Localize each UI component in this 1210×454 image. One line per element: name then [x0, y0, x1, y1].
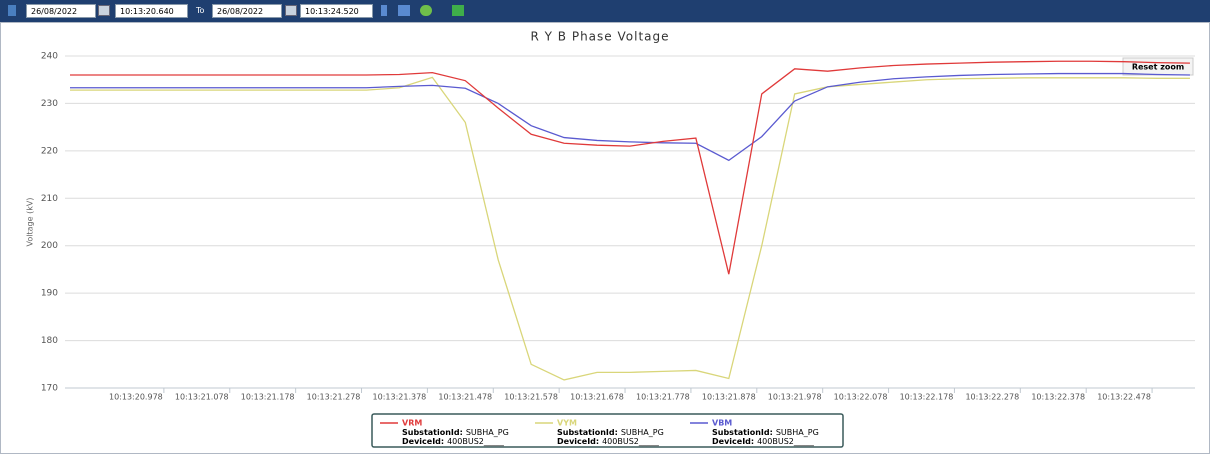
legend-detail: DeviceId: 400BUS2_____: [402, 437, 505, 446]
legend-detail-label: SubstationId:: [712, 428, 773, 437]
y-tick-label: 220: [41, 146, 58, 156]
x-tick-label: 10:13:21.778: [636, 393, 690, 402]
legend-detail: DeviceId: 400BUS2_____: [557, 437, 660, 446]
x-tick-label: 10:13:22.178: [900, 393, 954, 402]
y-tick-label: 210: [41, 194, 58, 204]
legend-detail-label: DeviceId:: [557, 437, 599, 446]
calendar-icon[interactable]: [285, 5, 297, 16]
legend-detail: SubstationId: SUBHA_PG: [557, 428, 664, 437]
y-tick-label: 230: [41, 99, 58, 109]
legend-detail-value: 400BUS2_____: [447, 437, 505, 446]
options-icon[interactable]: [420, 5, 432, 16]
series-line: [70, 72, 1190, 162]
series-line: [70, 76, 1190, 381]
to-time[interactable]: 10:13:24.520: [300, 4, 373, 18]
reset-zoom-label[interactable]: Reset zoom: [1132, 63, 1184, 72]
series-line: [70, 60, 1190, 275]
legend-detail: SubstationId: SUBHA_PG: [712, 428, 819, 437]
legend-detail-value: 400BUS2_____: [602, 437, 660, 446]
legend-detail: SubstationId: SUBHA_PG: [402, 428, 509, 437]
to-date[interactable]: 26/08/2022: [212, 4, 282, 18]
x-tick-label: 10:13:20.978: [109, 393, 163, 402]
from-time[interactable]: 10:13:20.640: [115, 4, 188, 18]
y-tick-label: 240: [41, 52, 58, 62]
to-label: To: [196, 6, 205, 15]
y-tick-label: 170: [41, 384, 58, 394]
menu-icon[interactable]: [8, 5, 16, 16]
legend-detail-value: SUBHA_PG: [621, 428, 664, 437]
go-icon[interactable]: [381, 5, 387, 16]
x-tick-label: 10:13:21.978: [768, 393, 822, 402]
legend-detail: DeviceId: 400BUS2_____: [712, 437, 815, 446]
x-tick-label: 10:13:21.178: [241, 393, 295, 402]
legend-detail-label: DeviceId:: [402, 437, 444, 446]
x-tick-label: 10:13:22.378: [1031, 393, 1085, 402]
x-tick-label: 10:13:21.878: [702, 393, 756, 402]
y-tick-label: 190: [41, 289, 58, 299]
legend-detail-label: SubstationId:: [557, 428, 618, 437]
legend-detail-value: SUBHA_PG: [776, 428, 819, 437]
legend-detail-label: SubstationId:: [402, 428, 463, 437]
y-tick-label: 180: [41, 336, 58, 346]
legend-detail-label: DeviceId:: [712, 437, 754, 446]
calendar-icon[interactable]: [98, 5, 110, 16]
x-tick-label: 10:13:21.578: [504, 393, 558, 402]
x-tick-label: 10:13:21.278: [307, 393, 361, 402]
x-tick-label: 10:13:21.678: [570, 393, 624, 402]
chart-title: R Y B Phase Voltage: [531, 30, 670, 44]
export-icon[interactable]: [452, 5, 464, 16]
legend-detail-value: 400BUS2_____: [757, 437, 815, 446]
refresh-icon[interactable]: [398, 5, 410, 16]
x-tick-label: 10:13:21.478: [438, 393, 492, 402]
legend-name: VYM: [557, 419, 577, 428]
y-axis-label: Voltage (kV): [26, 198, 35, 247]
x-tick-label: 10:13:22.278: [965, 393, 1019, 402]
x-tick-label: 10:13:22.478: [1097, 393, 1151, 402]
legend-name: VBM: [712, 419, 732, 428]
from-date[interactable]: 26/08/2022: [26, 4, 96, 18]
x-tick-label: 10:13:21.378: [373, 393, 427, 402]
x-tick-label: 10:13:21.078: [175, 393, 229, 402]
toolbar: 26/08/2022 10:13:20.640 To 26/08/2022 10…: [0, 0, 1210, 22]
legend-detail-value: SUBHA_PG: [466, 428, 509, 437]
y-tick-label: 200: [41, 241, 58, 251]
legend-box: [371, 413, 844, 448]
x-tick-label: 10:13:22.078: [834, 393, 888, 402]
legend-name: VRM: [402, 419, 422, 428]
